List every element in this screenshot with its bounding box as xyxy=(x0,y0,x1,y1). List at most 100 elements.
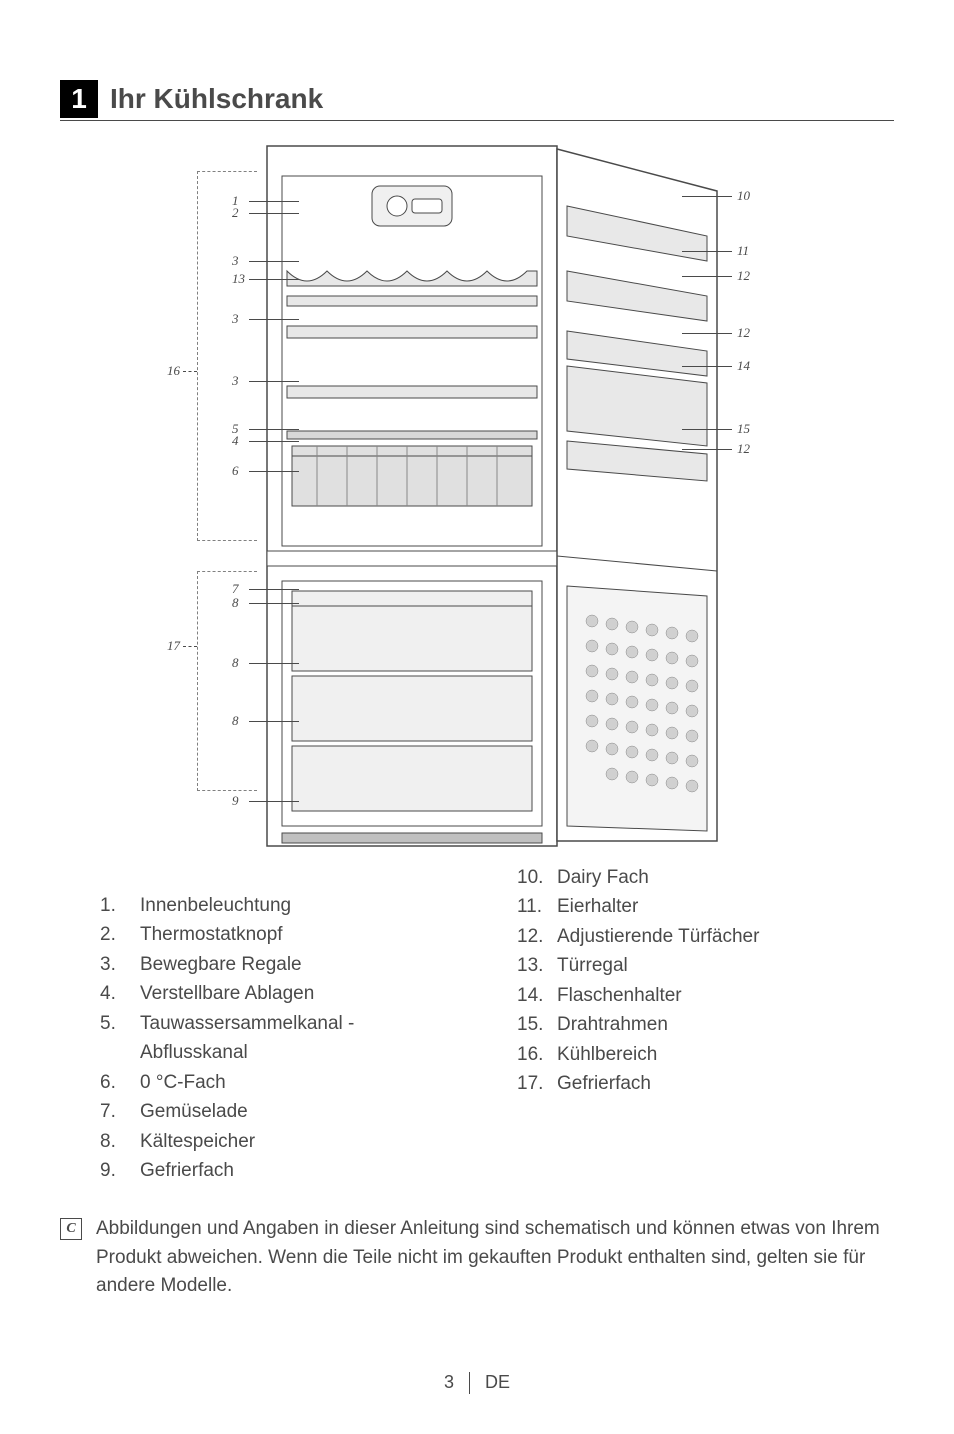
callout-line xyxy=(249,801,299,802)
list-item-number: 11. xyxy=(517,892,557,921)
list-item-number: 5. xyxy=(100,1009,140,1068)
list-item-number: 1. xyxy=(100,891,140,920)
list-item: 11.Eierhalter xyxy=(517,892,854,921)
callout-right-11: 11 xyxy=(737,243,749,259)
callout-line xyxy=(249,429,299,430)
list-item: 4.Verstellbare Ablagen xyxy=(100,979,437,1008)
info-icon: C xyxy=(60,1218,82,1240)
list-item-label: Gefrierfach xyxy=(140,1156,234,1185)
note-text: Abbildungen und Angaben in dieser Anleit… xyxy=(96,1215,894,1301)
list-item-label: Flaschenhalter xyxy=(557,981,682,1010)
list-item: 3.Bewegbare Regale xyxy=(100,950,437,979)
section-number-badge: 1 xyxy=(60,80,98,118)
list-item-number: 10. xyxy=(517,863,557,892)
list-item: 10.Dairy Fach xyxy=(517,863,854,892)
callout-line xyxy=(249,471,299,472)
list-item-label: Kältespeicher xyxy=(140,1127,255,1156)
cooling-zone-box xyxy=(197,171,257,541)
callout-right-10: 10 xyxy=(737,188,750,204)
callout-left-8: 8 xyxy=(232,595,239,611)
section-title: Ihr Kühlschrank xyxy=(110,83,323,115)
list-item-number: 14. xyxy=(517,981,557,1010)
callout-line xyxy=(682,251,732,252)
list-item-label: Adjustierende Türfächer xyxy=(557,922,759,951)
list-item-number: 4. xyxy=(100,979,140,1008)
callout-line xyxy=(682,276,732,277)
list-item: 13.Türregal xyxy=(517,951,854,980)
list-item: 6.0 °C-Fach xyxy=(100,1068,437,1097)
callout-left-3: 3 xyxy=(232,253,239,269)
callout-line xyxy=(682,333,732,334)
note: C Abbildungen und Angaben in dieser Anle… xyxy=(60,1215,894,1301)
parts-list-right: 10.Dairy Fach11.Eierhalter12.Adjustieren… xyxy=(517,863,854,1185)
callout-left-4: 4 xyxy=(232,433,239,449)
list-item: 9.Gefrierfach xyxy=(100,1156,437,1185)
callout-line xyxy=(249,213,299,214)
list-item-label: Kühlbereich xyxy=(557,1040,657,1069)
section-header: 1 Ihr Kühlschrank xyxy=(60,80,894,121)
callout-line xyxy=(183,371,197,372)
callout-line xyxy=(249,319,299,320)
callout-left-3: 3 xyxy=(232,311,239,327)
callout-16: 16 xyxy=(167,363,180,379)
list-item: 16.Kühlbereich xyxy=(517,1040,854,1069)
list-item: 1.Innenbeleuchtung xyxy=(100,891,437,920)
list-item-number: 9. xyxy=(100,1156,140,1185)
callout-left-8: 8 xyxy=(232,655,239,671)
callout-line xyxy=(682,366,732,367)
list-item: 15.Drahtrahmen xyxy=(517,1010,854,1039)
callout-left-9: 9 xyxy=(232,793,239,809)
list-item-label: Gemüselade xyxy=(140,1097,248,1126)
freezer-zone-box xyxy=(197,571,257,791)
callout-line xyxy=(682,449,732,450)
list-item-label: Türregal xyxy=(557,951,628,980)
callout-right-12: 12 xyxy=(737,325,750,341)
list-item: 2.Thermostatknopf xyxy=(100,920,437,949)
list-item: 14.Flaschenhalter xyxy=(517,981,854,1010)
callout-right-15: 15 xyxy=(737,421,750,437)
callout-right-12: 12 xyxy=(737,268,750,284)
fridge-diagram: 123133354678889 10111212141512 16 17 xyxy=(127,141,827,861)
list-item-label: Innenbeleuchtung xyxy=(140,891,291,920)
list-item-number: 15. xyxy=(517,1010,557,1039)
callout-left-3: 3 xyxy=(232,373,239,389)
list-item-number: 7. xyxy=(100,1097,140,1126)
list-item: 12.Adjustierende Türfächer xyxy=(517,922,854,951)
callout-line xyxy=(249,279,299,280)
page-number: 3 xyxy=(444,1372,454,1392)
list-item: 5.Tauwassersammelkanal - Abflusskanal xyxy=(100,1009,437,1068)
list-item-label: Bewegbare Regale xyxy=(140,950,302,979)
list-item-number: 6. xyxy=(100,1068,140,1097)
callout-left-13: 13 xyxy=(232,271,245,287)
list-item-label: Gefrierfach xyxy=(557,1069,651,1098)
list-item-number: 12. xyxy=(517,922,557,951)
list-item-number: 3. xyxy=(100,950,140,979)
callout-left-2: 2 xyxy=(232,205,239,221)
list-item-label: Drahtrahmen xyxy=(557,1010,668,1039)
callout-line xyxy=(249,381,299,382)
list-item-label: 0 °C-Fach xyxy=(140,1068,226,1097)
list-item: 7.Gemüselade xyxy=(100,1097,437,1126)
callout-17: 17 xyxy=(167,638,180,654)
callout-right-12: 12 xyxy=(737,441,750,457)
callout-line xyxy=(682,429,732,430)
list-item-label: Eierhalter xyxy=(557,892,638,921)
callout-line xyxy=(682,196,732,197)
list-item-label: Dairy Fach xyxy=(557,863,649,892)
list-item-number: 8. xyxy=(100,1127,140,1156)
footer-divider xyxy=(469,1372,470,1394)
list-item-number: 17. xyxy=(517,1069,557,1098)
page-lang: DE xyxy=(485,1372,510,1392)
callout-line xyxy=(249,589,299,590)
callout-line xyxy=(249,603,299,604)
page-footer: 3 DE xyxy=(0,1372,954,1394)
callout-left-8: 8 xyxy=(232,713,239,729)
list-item-number: 2. xyxy=(100,920,140,949)
parts-list-left: 1.Innenbeleuchtung2.Thermostatknopf3.Bew… xyxy=(100,891,437,1185)
callout-line xyxy=(183,646,197,647)
list-item-label: Thermostatknopf xyxy=(140,920,283,949)
parts-lists: 1.Innenbeleuchtung2.Thermostatknopf3.Bew… xyxy=(100,891,854,1185)
callout-line xyxy=(249,201,299,202)
list-item: 8.Kältespeicher xyxy=(100,1127,437,1156)
list-item-label: Verstellbare Ablagen xyxy=(140,979,314,1008)
